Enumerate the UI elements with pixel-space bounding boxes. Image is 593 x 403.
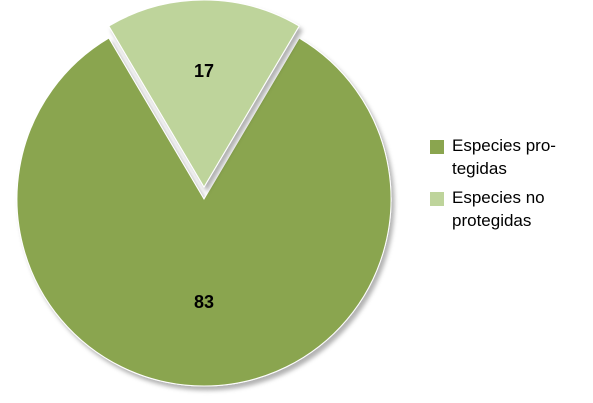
data-label-no-protegidas: 17 bbox=[194, 61, 214, 81]
legend-item-no-protegidas: Especies no protegidas bbox=[430, 186, 590, 232]
legend-label-no-protegidas: Especies no protegidas bbox=[452, 188, 545, 230]
pie-slice-no-protegidas bbox=[108, 0, 300, 188]
legend: Especies pro-tegidas Especies no protegid… bbox=[430, 134, 590, 238]
legend-swatch-no-protegidas bbox=[430, 192, 444, 206]
pie-slice-protegidas bbox=[16, 37, 392, 387]
legend-item-protegidas: Especies pro-tegidas bbox=[430, 134, 590, 180]
legend-swatch-protegidas bbox=[430, 140, 444, 154]
legend-label-protegidas: Especies pro-tegidas bbox=[452, 136, 556, 178]
data-label-protegidas: 83 bbox=[194, 292, 214, 312]
